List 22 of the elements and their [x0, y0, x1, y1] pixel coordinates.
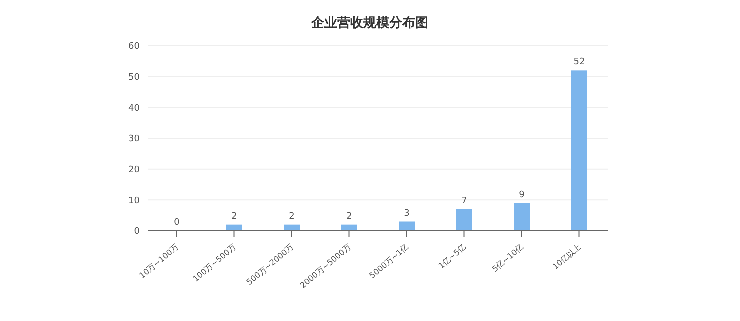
x-tick-label: 1亿~5亿 — [437, 242, 468, 271]
data-label: 0 — [174, 218, 180, 228]
chart-title: 企业营收规模分布图 — [310, 15, 430, 33]
y-tick-label: 50 — [128, 73, 140, 84]
x-tick-label: 10亿以上 — [551, 242, 584, 272]
y-tick-label: 0 — [134, 227, 140, 238]
bar — [399, 222, 415, 231]
y-tick-label: 60 — [128, 42, 140, 52]
data-label: 2 — [289, 212, 295, 222]
data-label: 9 — [519, 190, 526, 200]
data-label: 52 — [574, 58, 586, 68]
y-tick-label: 30 — [128, 134, 140, 145]
y-tick-label: 10 — [128, 196, 140, 206]
y-tick-label: 40 — [128, 104, 140, 114]
data-label: 2 — [232, 212, 238, 222]
bar — [572, 70, 588, 231]
y-tick-label: 20 — [128, 166, 140, 176]
bar — [456, 209, 472, 231]
data-label: 7 — [462, 196, 468, 206]
bar — [514, 203, 530, 231]
data-label: 2 — [346, 212, 352, 222]
data-label: 3 — [404, 208, 410, 219]
